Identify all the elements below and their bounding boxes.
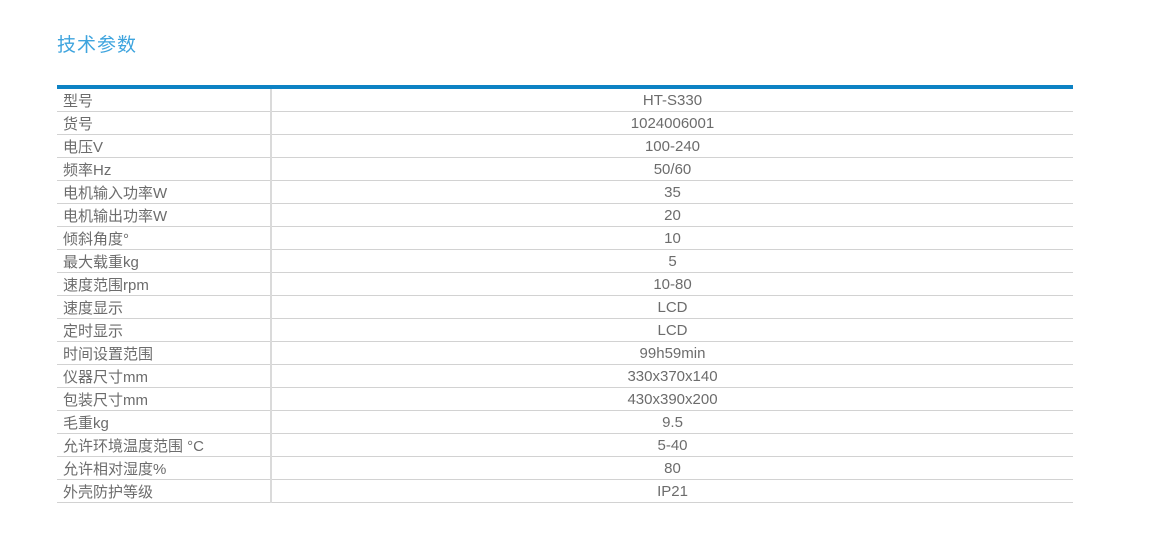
spec-label: 包装尺寸mm [57, 387, 272, 411]
spec-label: 速度范围rpm [57, 272, 272, 296]
table-row: 电机输入功率W 35 [57, 180, 1073, 204]
spec-label: 时间设置范围 [57, 341, 272, 365]
spec-value: 20 [271, 203, 1073, 227]
table-row: 货号 1024006001 [57, 111, 1073, 135]
spec-label: 倾斜角度° [57, 226, 272, 250]
table-row: 电机输出功率W 20 [57, 203, 1073, 227]
spec-label: 速度显示 [57, 295, 272, 319]
spec-label: 电机输入功率W [57, 180, 272, 204]
table-row: 电压V 100-240 [57, 134, 1073, 158]
spec-label: 外壳防护等级 [57, 479, 272, 503]
spec-value: 430x390x200 [271, 387, 1073, 411]
spec-value: 10-80 [271, 272, 1073, 296]
spec-label: 允许环境温度范围 °C [57, 433, 272, 457]
spec-value: 35 [271, 180, 1073, 204]
page-title: 技术参数 [57, 35, 138, 56]
spec-value: IP21 [271, 479, 1073, 503]
table-row: 允许相对湿度% 80 [57, 456, 1073, 480]
spec-value: 330x370x140 [271, 364, 1073, 388]
spec-value: 5-40 [271, 433, 1073, 457]
spec-label: 定时显示 [57, 318, 272, 342]
table-row: 最大载重kg 5 [57, 249, 1073, 273]
spec-value: LCD [271, 318, 1073, 342]
table-row: 速度显示 LCD [57, 295, 1073, 319]
spec-label: 货号 [57, 111, 272, 135]
table-row: 速度范围rpm 10-80 [57, 272, 1073, 296]
spec-label: 最大载重kg [57, 249, 272, 273]
spec-value: LCD [271, 295, 1073, 319]
spec-value: 5 [271, 249, 1073, 273]
table-row: 型号 HT-S330 [57, 87, 1073, 112]
spec-label: 毛重kg [57, 410, 272, 434]
table-row: 时间设置范围 99h59min [57, 341, 1073, 365]
spec-value: 50/60 [271, 157, 1073, 181]
spec-value: HT-S330 [271, 87, 1073, 112]
spec-label: 电机输出功率W [57, 203, 272, 227]
table-row: 频率Hz 50/60 [57, 157, 1073, 181]
spec-value: 80 [271, 456, 1073, 480]
spec-label: 仪器尺寸mm [57, 364, 272, 388]
spec-value: 1024006001 [271, 111, 1073, 135]
spec-value: 9.5 [271, 410, 1073, 434]
spec-label: 允许相对湿度% [57, 456, 272, 480]
table-row: 仪器尺寸mm 330x370x140 [57, 364, 1073, 388]
spec-value: 100-240 [271, 134, 1073, 158]
spec-table: 型号 HT-S330 货号 1024006001 电压V 100-240 频率Hz 50/60… [57, 85, 1073, 503]
spec-label: 电压V [57, 134, 272, 158]
table-row: 外壳防护等级 IP21 [57, 479, 1073, 503]
table-row: 包装尺寸mm 430x390x200 [57, 387, 1073, 411]
spec-label: 型号 [57, 87, 272, 112]
table-row: 毛重kg 9.5 [57, 410, 1073, 434]
table-row: 允许环境温度范围 °C 5-40 [57, 433, 1073, 457]
spec-value: 99h59min [271, 341, 1073, 365]
spec-value: 10 [271, 226, 1073, 250]
spec-label: 频率Hz [57, 157, 272, 181]
table-row: 定时显示 LCD [57, 318, 1073, 342]
spec-table-body: 型号 HT-S330 货号 1024006001 电压V 100-240 频率Hz 50/60… [57, 87, 1073, 503]
table-row: 倾斜角度° 10 [57, 226, 1073, 250]
